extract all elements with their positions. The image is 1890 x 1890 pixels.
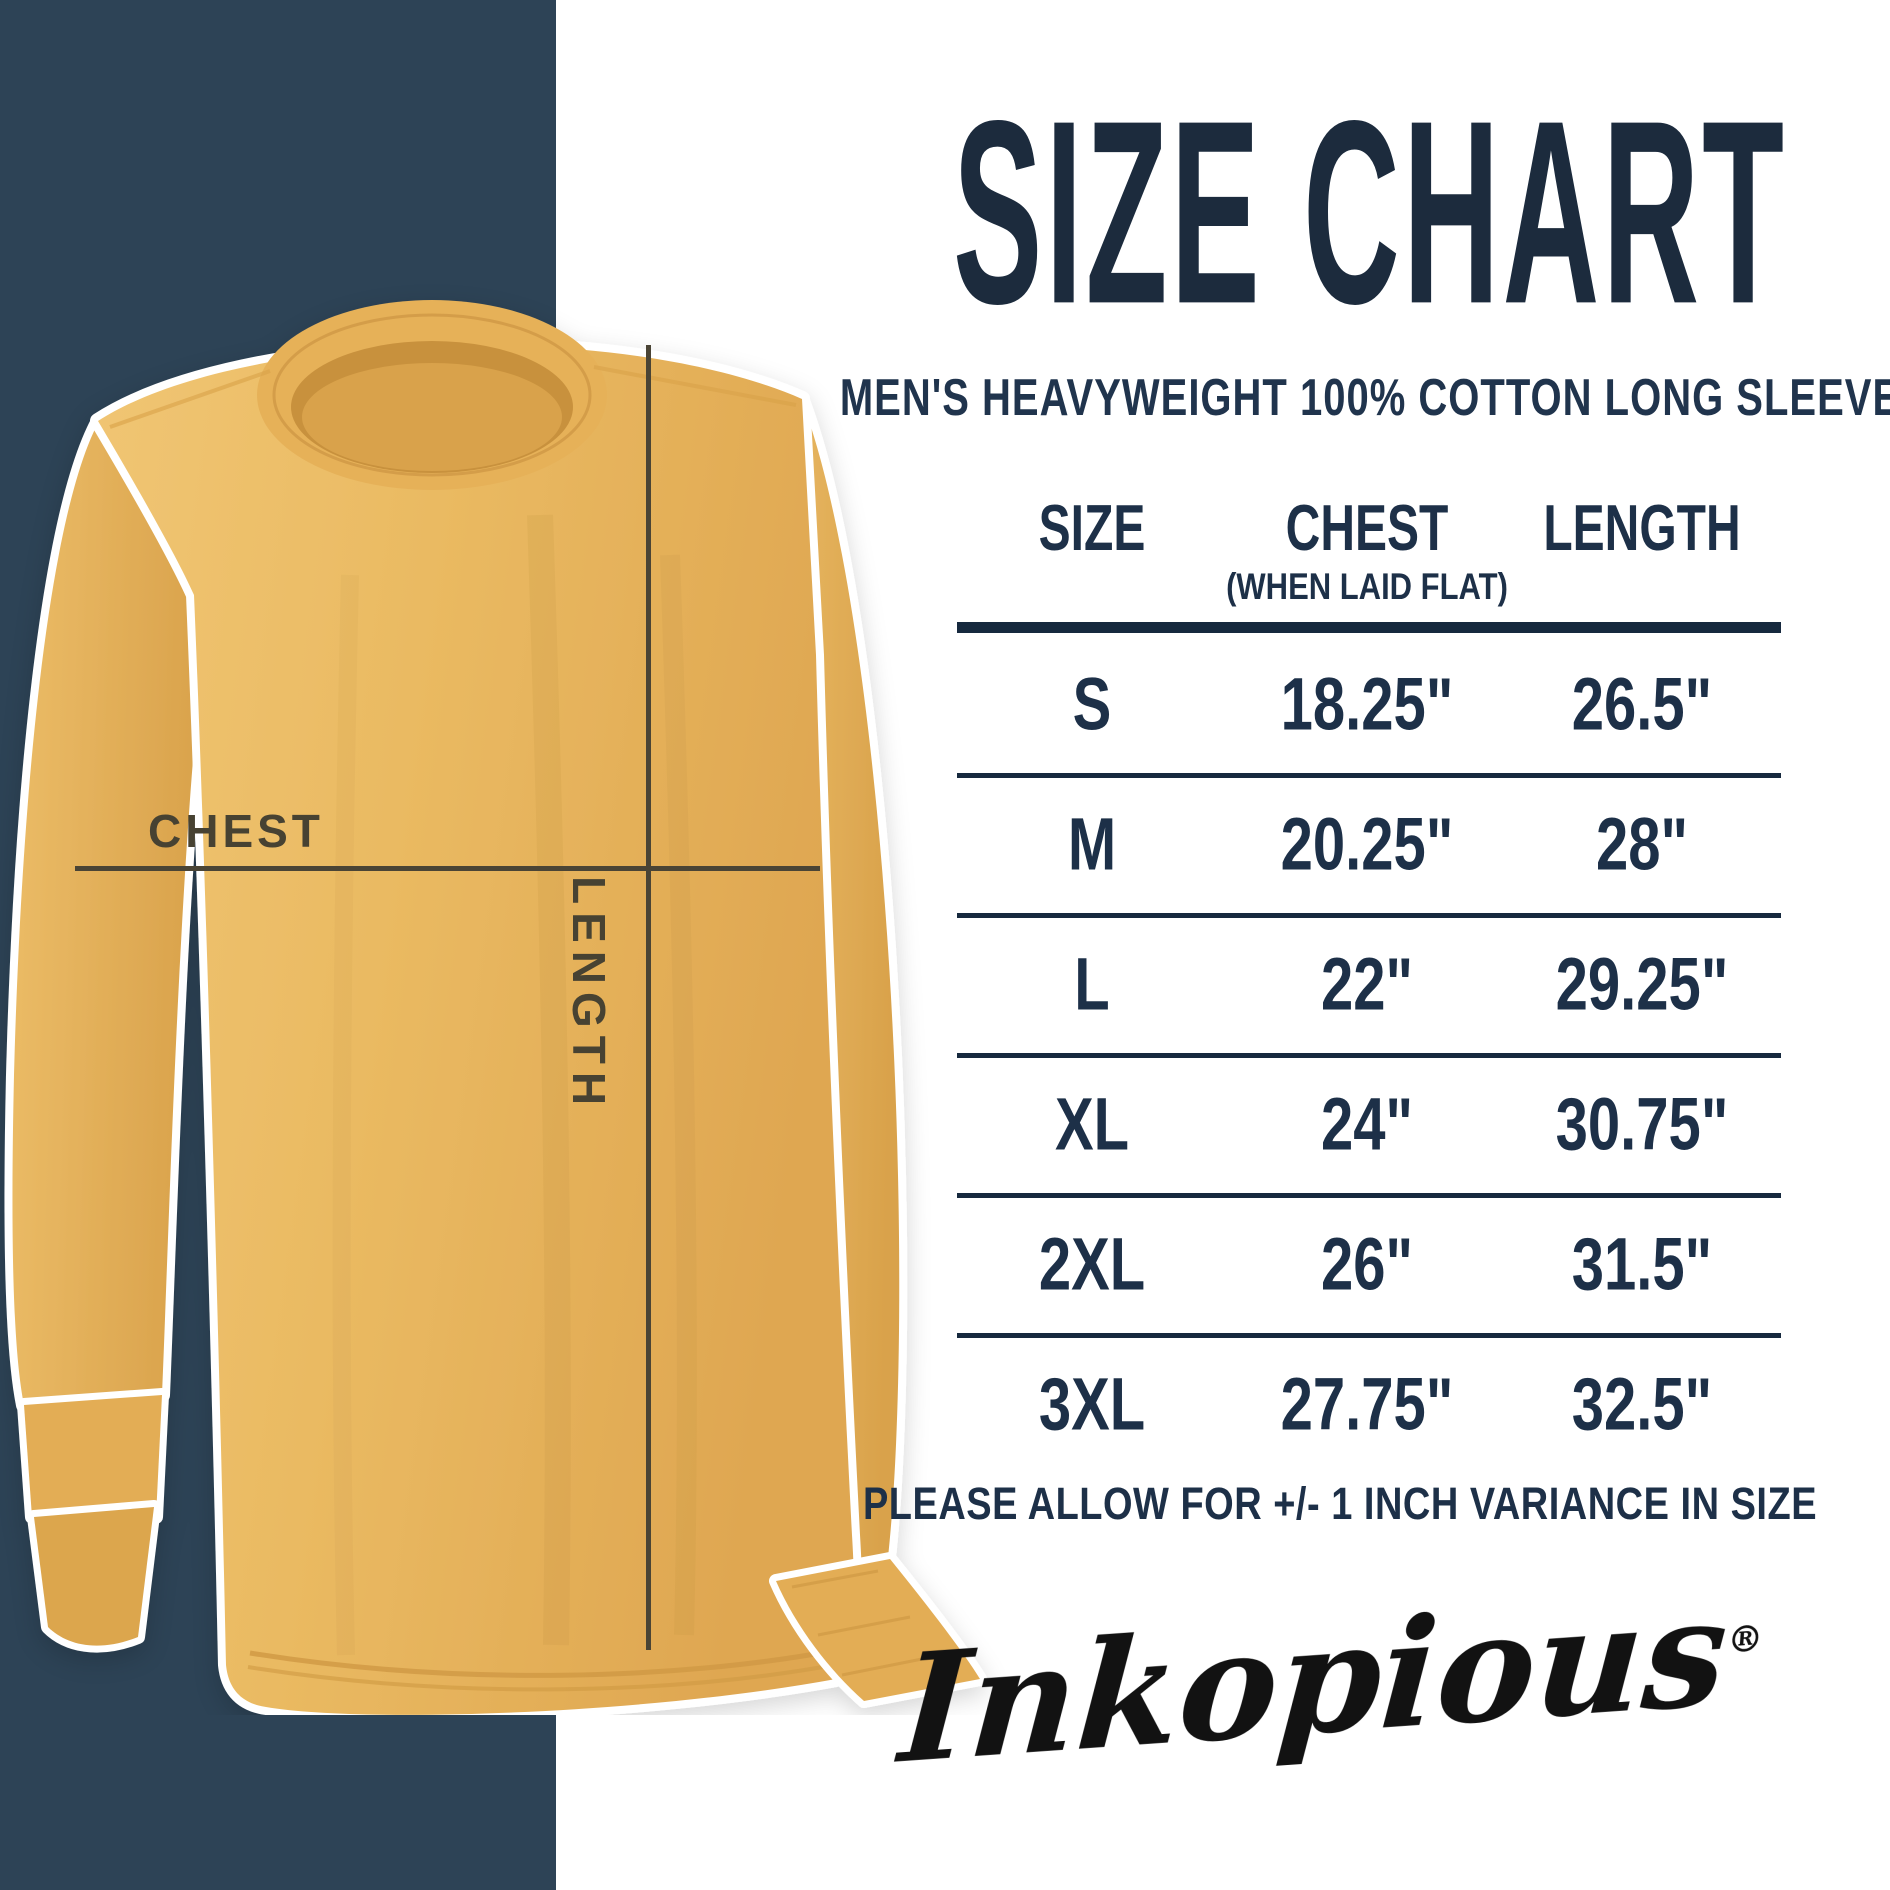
size-value: XL [1054, 1082, 1130, 1166]
column-header-size: SIZE [1038, 493, 1146, 566]
shirt-collar [257, 300, 607, 490]
chest-value: 20.25" [1280, 802, 1454, 886]
size-variance-note: PLEASE ALLOW FOR +/- 1 INCH VARIANCE IN … [862, 1479, 1818, 1530]
shirt-right-cuff [769, 1552, 987, 1708]
row-divider [957, 773, 1781, 778]
length-measure-label: LENGTH [563, 876, 615, 1114]
column-header-chest: CHEST [1285, 493, 1449, 566]
page-subtitle: MEN'S HEAVYWEIGHT 100% COTTON LONG SLEEV… [839, 369, 1890, 427]
registered-trademark-icon: ® [1725, 1617, 1765, 1663]
length-value: 28" [1595, 802, 1688, 886]
shirt-photo [4, 300, 987, 1715]
chest-value: 24" [1320, 1082, 1413, 1166]
length-value: 26.5" [1571, 662, 1713, 746]
length-value: 31.5" [1571, 1222, 1713, 1306]
length-measure-line [646, 345, 651, 1650]
chest-value: 26" [1320, 1222, 1413, 1306]
inkopious-logo-text: Inkopious [894, 1563, 1733, 1797]
size-value: S [1072, 662, 1112, 746]
column-header-length: LENGTH [1543, 493, 1741, 566]
length-value: 32.5" [1571, 1362, 1713, 1446]
row-divider [957, 1193, 1781, 1198]
column-subheader-when-laid-flat: (WHEN LAID FLAT) [1226, 565, 1508, 608]
size-value: M [1067, 802, 1117, 886]
size-value: 2XL [1038, 1222, 1146, 1306]
size-value: L [1074, 942, 1110, 1026]
size-value: 3XL [1038, 1362, 1146, 1446]
inkopious-logo: Inkopious® [895, 1564, 1765, 1797]
length-value: 29.25" [1555, 942, 1729, 1026]
chest-value: 27.75" [1280, 1362, 1454, 1446]
shirt-body [90, 336, 863, 1715]
chest-value: 22" [1320, 942, 1413, 1026]
chest-measure-label: CHEST [148, 805, 324, 857]
row-divider [957, 913, 1781, 918]
chest-value: 18.25" [1280, 662, 1454, 746]
length-value: 30.75" [1555, 1082, 1729, 1166]
row-divider [957, 1333, 1781, 1338]
row-divider [957, 1053, 1781, 1058]
chest-measure-line [75, 866, 820, 871]
table-header-rule [957, 622, 1781, 633]
page-title: SIZE CHART [953, 68, 1787, 359]
